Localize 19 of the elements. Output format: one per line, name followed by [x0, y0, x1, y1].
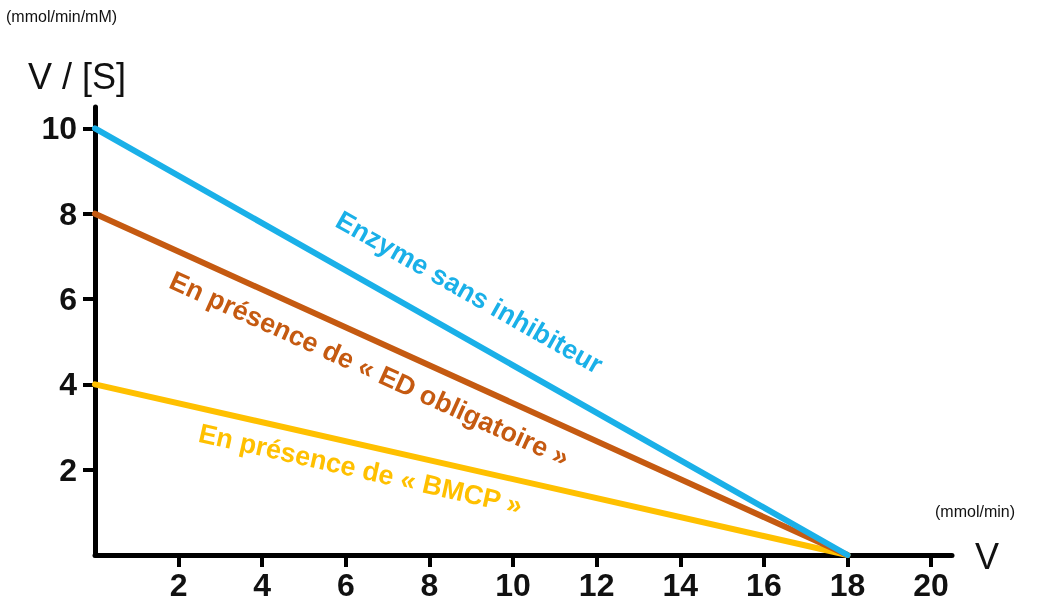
x-tick-label: 16 [746, 567, 782, 603]
y-axis-title: V / [S] [28, 55, 127, 97]
y-tick-label: 2 [59, 451, 77, 488]
y-tick-label: 10 [41, 110, 77, 147]
y-tick-label: 6 [59, 281, 77, 317]
x-tick-label: 8 [420, 567, 439, 603]
x-tick-label: 4 [253, 567, 272, 603]
x-axis-title: V [975, 535, 1000, 577]
x-tick-label: 6 [336, 567, 355, 603]
x-tick-label: 10 [495, 567, 531, 603]
text: (mmol/min/mM) [6, 7, 118, 25]
annotation: (mmol/min) [935, 502, 1015, 520]
x-tick-label: 18 [829, 567, 866, 603]
y-tick-label: 4 [59, 366, 78, 403]
x-tick-label: 20 [913, 567, 949, 603]
x-tick-label: 2 [169, 567, 188, 603]
y-tick-label: 8 [59, 195, 77, 232]
x-tick-label: 14 [662, 567, 699, 603]
x-tick-label: 12 [578, 567, 615, 603]
